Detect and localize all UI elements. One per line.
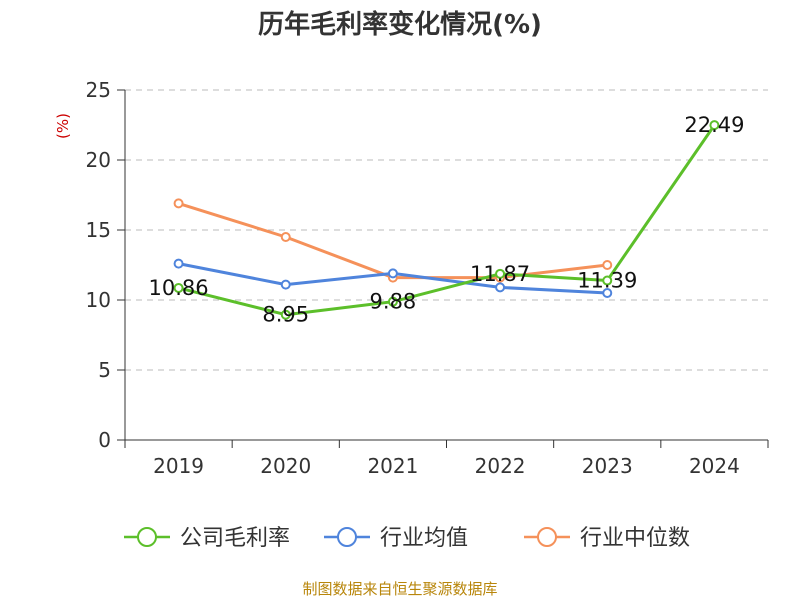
grid-lines (125, 89, 768, 371)
series-line (178, 124, 716, 317)
data-point (495, 268, 506, 279)
series-line (178, 201, 608, 280)
data-point (495, 282, 506, 293)
data-label: 22.49 (684, 113, 744, 137)
x-tick-labels: 2019 2020 2021 2022 2023 2024 (153, 454, 740, 478)
y-tick-label: 25 (86, 78, 111, 102)
data-point (280, 309, 291, 320)
x-tick-label: 2022 (475, 454, 526, 478)
data-label: 8.95 (262, 303, 309, 327)
y-axis-unit: (%) (54, 113, 72, 139)
x-tick-label: 2019 (153, 454, 204, 478)
data-labels: 10.86 8.95 9.88 11.87 11.39 22.49 (149, 113, 745, 327)
y-tick-labels: 0 5 10 15 20 25 (86, 78, 111, 452)
y-tick-label: 20 (86, 148, 111, 172)
data-point (387, 268, 398, 279)
legend-item: 行业中位数 (524, 526, 690, 551)
data-point (173, 198, 184, 209)
data-point (173, 258, 184, 269)
legend-item: 公司毛利率 (124, 526, 290, 551)
series-group (173, 120, 720, 320)
legend-label: 行业均值 (380, 526, 468, 551)
y-tick-label: 0 (98, 428, 111, 452)
source-note: 制图数据来自恒生聚源数据库 (302, 580, 497, 598)
legend-marker (337, 527, 357, 547)
data-point (602, 288, 613, 298)
x-tick-label: 2023 (582, 454, 633, 478)
data-label: 10.86 (149, 276, 209, 300)
legend-marker (537, 527, 557, 547)
y-tick-label: 10 (86, 288, 111, 312)
data-point (709, 120, 720, 131)
y-tick-label: 5 (98, 358, 111, 382)
legend: 公司毛利率 行业均值 行业中位数 (124, 526, 690, 551)
legend-marker (137, 527, 157, 547)
data-point (387, 296, 398, 307)
x-tick-label: 2020 (260, 454, 311, 478)
x-tick-label: 2024 (689, 454, 740, 478)
legend-label: 行业中位数 (580, 526, 690, 551)
chart-title: 历年毛利率变化情况(%) (258, 9, 542, 40)
data-point (280, 232, 291, 242)
data-label: 9.88 (370, 290, 417, 314)
legend-item: 行业均值 (324, 526, 468, 551)
data-label: 11.39 (577, 269, 637, 293)
data-point (602, 260, 613, 270)
data-point (280, 279, 291, 290)
data-point (173, 282, 184, 293)
data-point (602, 275, 613, 286)
y-tick-label: 15 (86, 218, 111, 242)
data-label: 11.87 (470, 262, 530, 286)
axes (117, 89, 769, 448)
x-tick-label: 2021 (367, 454, 418, 478)
legend-label: 公司毛利率 (180, 526, 290, 551)
